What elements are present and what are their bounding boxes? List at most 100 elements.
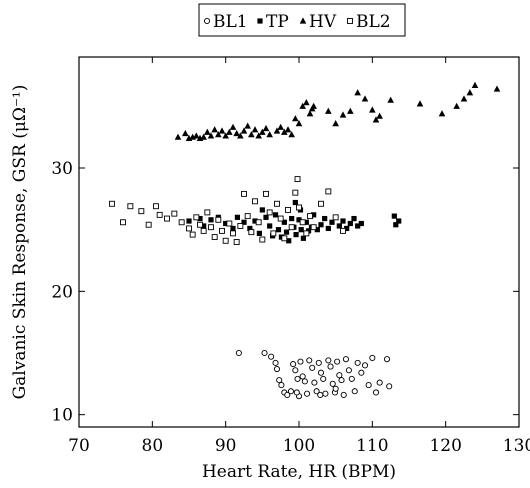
point-hv — [229, 123, 237, 130]
point-bl1 — [294, 375, 301, 382]
point-hv — [237, 132, 244, 139]
point-tp — [292, 199, 298, 206]
point-hv — [255, 132, 262, 139]
point-hv — [376, 112, 383, 119]
point-bl2 — [241, 190, 247, 197]
point-bl2 — [288, 224, 295, 231]
point-bl1 — [297, 358, 304, 365]
point-tp — [230, 225, 236, 232]
point-tp — [256, 230, 262, 236]
point-tp — [283, 229, 290, 235]
point-bl2 — [296, 204, 302, 211]
data-points — [109, 81, 501, 400]
point-hv — [207, 132, 215, 139]
point-hv — [226, 128, 233, 135]
x-tick-label: 100 — [283, 436, 315, 456]
point-tp — [329, 219, 335, 225]
point-bl2 — [303, 230, 310, 237]
point-bl2 — [299, 219, 306, 226]
point-bl1 — [276, 377, 283, 384]
x-axis: 70 80 90 100 110 120 130 — [68, 57, 530, 456]
point-bl2 — [281, 235, 288, 242]
point-hv — [211, 126, 218, 133]
point-bl1 — [293, 389, 300, 396]
point-bl2 — [145, 221, 152, 228]
point-bl2 — [292, 189, 299, 196]
point-hv — [347, 107, 354, 114]
point-bl2 — [325, 188, 332, 195]
legend: BL1 TP HV BL2 — [198, 3, 406, 37]
point-bl2 — [237, 223, 244, 229]
point-tp — [293, 232, 299, 238]
point-tp — [223, 220, 229, 227]
x-axis-label: Heart Rate, HR (BPM) — [202, 462, 396, 482]
point-bl1 — [304, 390, 311, 397]
point-tp — [281, 219, 287, 225]
point-bl1 — [272, 359, 279, 366]
point-bl1 — [273, 365, 281, 373]
point-tp — [234, 214, 240, 220]
point-tp — [322, 215, 328, 222]
point-bl2 — [138, 208, 145, 215]
point-bl2 — [285, 206, 291, 213]
point-hv — [372, 116, 380, 123]
point-hv — [259, 128, 266, 135]
point-bl2 — [259, 236, 266, 243]
point-tp — [344, 225, 350, 232]
point-bl2 — [127, 203, 134, 210]
point-bl1 — [338, 377, 345, 384]
point-bl2 — [274, 200, 280, 207]
point-bl2 — [164, 215, 170, 222]
point-bl2 — [211, 234, 218, 241]
point-hv — [460, 95, 468, 102]
point-tp — [247, 225, 253, 232]
point-bl2 — [109, 200, 115, 207]
point-bl2 — [219, 227, 225, 234]
point-tp — [391, 213, 397, 219]
point-tp — [296, 217, 302, 223]
point-bl2 — [266, 209, 273, 216]
point-tp — [275, 227, 282, 233]
y-tick-label: 20 — [51, 282, 73, 302]
point-hv — [200, 133, 207, 140]
point-hv — [303, 99, 310, 106]
point-tp — [318, 222, 324, 228]
point-bl2 — [226, 220, 233, 227]
plot-frame — [78, 56, 520, 428]
point-bl1 — [383, 356, 391, 363]
point-hv — [438, 110, 446, 117]
point-bl1 — [345, 367, 352, 374]
x-tick-label: 120 — [429, 436, 461, 456]
point-bl1 — [348, 375, 355, 382]
point-tp — [340, 218, 346, 224]
point-hv — [354, 89, 361, 96]
point-hv — [273, 127, 281, 134]
point-hv — [251, 126, 259, 133]
point-tp — [259, 207, 265, 213]
point-hv — [193, 132, 200, 139]
point-hv — [299, 102, 306, 109]
point-hv — [174, 133, 182, 140]
point-hv — [284, 126, 292, 133]
point-bl1 — [309, 364, 316, 371]
point-tp — [289, 215, 295, 222]
point-bl2 — [215, 216, 222, 223]
legend-label-bl1: BL1 — [213, 12, 248, 32]
x-tick-label: 130 — [503, 436, 530, 456]
point-tp — [201, 223, 207, 229]
point-hv — [387, 96, 394, 103]
point-bl1 — [342, 356, 349, 363]
point-hv — [215, 131, 222, 138]
point-bl1 — [268, 353, 275, 360]
point-bl1 — [301, 378, 308, 385]
point-hv — [306, 110, 314, 117]
series-hv — [174, 81, 501, 141]
point-bl1 — [361, 362, 369, 369]
point-bl2 — [310, 224, 317, 231]
point-bl1 — [317, 391, 324, 398]
point-bl1 — [386, 383, 393, 390]
point-bl2 — [255, 219, 262, 226]
point-hv — [453, 102, 460, 109]
legend-label-hv: HV — [309, 12, 337, 32]
point-bl1 — [365, 382, 372, 389]
